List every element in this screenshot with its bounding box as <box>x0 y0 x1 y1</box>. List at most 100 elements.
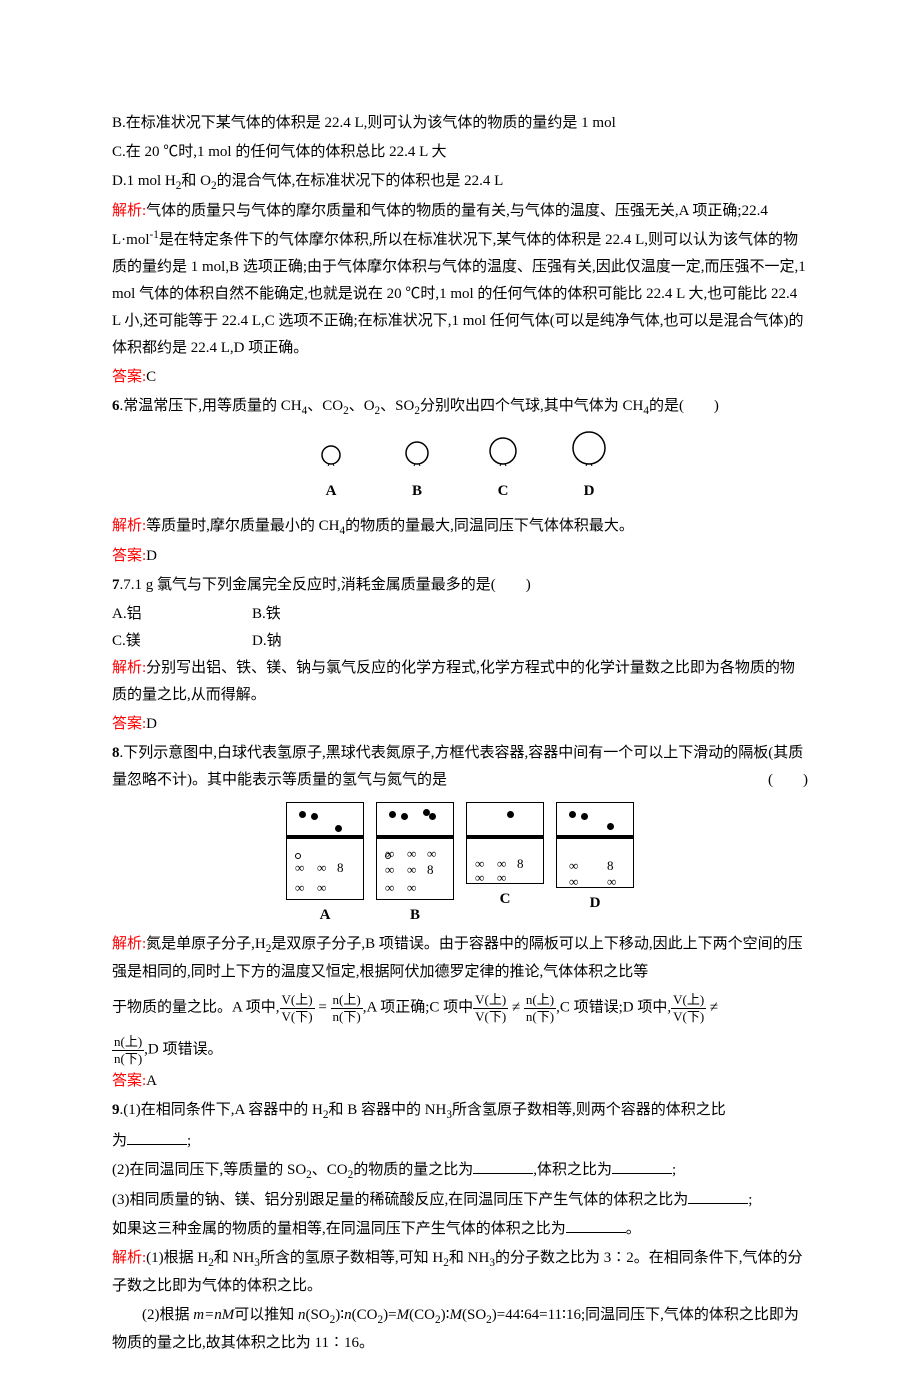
text: 于物质的量之比。A 项中, <box>112 1000 280 1016</box>
q5-option-c: C.在 20 ℃时,1 mol 的任何气体的体积总比 22.4 L 大 <box>112 139 808 166</box>
q9-3: (3)相同质量的钠、镁、铝分别跟足量的稀硫酸反应,在同温同压下产生气体的体积之比… <box>112 1187 808 1214</box>
text: ,D 项错误。 <box>144 1042 222 1058</box>
text: ; <box>187 1133 191 1149</box>
text: 和 NH <box>214 1250 254 1266</box>
text: 等质量时,摩尔质量最小的 CH <box>146 518 339 534</box>
balloon-b: B <box>399 430 435 505</box>
text: 的物质的量最大,同温同压下气体体积最大。 <box>345 518 634 534</box>
text: (2)根据 <box>142 1307 193 1323</box>
question-number: 7 <box>112 577 120 593</box>
text: 。 <box>626 1221 641 1237</box>
balloon-a: A <box>313 430 349 505</box>
q5-explanation: 解析:气体的质量只与气体的摩尔质量和气体的物质的量有关,与气体的温度、压强无关,… <box>112 198 808 362</box>
q6-answer: 答案:D <box>112 543 808 570</box>
text: ,体积之比为 <box>533 1162 612 1178</box>
text: (SO <box>305 1307 329 1323</box>
q7: 7.7.1 g 氯气与下列金属完全反应时,消耗金属质量最多的是( ) <box>112 572 808 599</box>
q6: 6.常温常压下,用等质量的 CH4、CO2、O2、SO2分别吹出四个气球,其中气… <box>112 393 808 421</box>
fraction: n(上)n(下) <box>331 992 363 1024</box>
q8: 8.下列示意图中,白球代表氢原子,黑球代表氮原子,方框代表容器,容器中间有一个可… <box>112 740 808 794</box>
question-number: 6 <box>112 398 120 414</box>
q7-options-row1: A.铝 B.铁 <box>112 601 808 628</box>
q5-option-d: D.1 mol H2和 O2的混合气体,在标准状况下的体积也是 22.4 L <box>112 168 808 196</box>
italic: n <box>298 1307 306 1323</box>
text: 、CO <box>312 1162 348 1178</box>
text: ,C 项错误;D 项中, <box>556 1000 671 1016</box>
q7-option-b: B.铁 <box>252 601 392 628</box>
q5-answer: 答案:C <box>112 364 808 391</box>
container-a: ∞∞8∞∞A <box>286 802 364 929</box>
fraction: n(上)n(下) <box>524 992 556 1024</box>
text: 的是( ) <box>649 398 719 414</box>
q9-explanation-2: (2)根据 m=nM可以推知 n(SO2)∶n(CO2)=M(CO2)∶M(SO… <box>112 1302 808 1357</box>
fraction: V(上)V(下) <box>671 992 706 1024</box>
answer-value: A <box>146 1073 157 1089</box>
text: )∶ <box>335 1307 344 1323</box>
text: .(1)在相同条件下,A 容器中的 H <box>120 1102 323 1118</box>
q9-1: 9.(1)在相同条件下,A 容器中的 H2和 B 容器中的 NH3所含氢原子数相… <box>112 1097 808 1125</box>
q8-explanation-p3: n(上)n(下),D 项错误。 <box>112 1034 808 1066</box>
text: 所含氢原子数相等,则两个容器的体积之比 <box>452 1102 726 1118</box>
q5-option-b: B.在标准状况下某气体的体积是 22.4 L,则可认为该气体的物质的量约是 1 … <box>112 110 808 137</box>
blank <box>688 1189 748 1204</box>
container-c: ∞∞8∞∞C <box>466 802 544 929</box>
explanation-label: 解析: <box>112 203 146 219</box>
answer-label: 答案: <box>112 548 146 564</box>
text: D.1 mol H <box>112 173 176 189</box>
explanation-label: 解析: <box>112 660 146 676</box>
q7-option-d: D.钠 <box>252 628 392 655</box>
q6-explanation: 解析:等质量时,摩尔质量最小的 CH4的物质的量最大,同温同压下气体体积最大。 <box>112 513 808 541</box>
answer-label: 答案: <box>112 369 146 385</box>
superscript: -1 <box>150 229 159 241</box>
question-blank: ( ) <box>768 767 808 794</box>
fraction: V(上)V(下) <box>280 992 315 1024</box>
answer-value: D <box>146 548 157 564</box>
text: .下列示意图中,白球代表氢原子,黑球代表氮原子,方框代表容器,容器中间有一个可以… <box>112 745 803 788</box>
text: (1)根据 H <box>146 1250 208 1266</box>
question-number: 8 <box>112 745 120 761</box>
q9-2: (2)在同温同压下,等质量的 SO2、CO2的物质的量之比为,体积之比为; <box>112 1157 808 1185</box>
italic: M <box>397 1307 410 1323</box>
q8-explanation-p1: 解析:氮是单原子分子,H2是双原子分子,B 项错误。由于容器中的隔板可以上下移动… <box>112 931 808 986</box>
q8-answer: 答案:A <box>112 1068 808 1095</box>
text: )∶ <box>441 1307 450 1323</box>
balloon-c: C <box>485 430 521 505</box>
blank <box>127 1130 187 1145</box>
balloon-d: D <box>571 430 607 505</box>
text: 分别写出铝、铁、镁、钠与氯气反应的化学方程式,化学方程式中的化学计量数之比即为各… <box>112 660 795 703</box>
explanation-label: 解析: <box>112 936 146 952</box>
text: 和 NH <box>449 1250 489 1266</box>
fraction: n(上)n(下) <box>112 1034 144 1066</box>
balloon-diagram: A B C D <box>112 430 808 505</box>
q9-3b: 如果这三种金属的物质的量相等,在同温同压下产生气体的体积之比为。 <box>112 1216 808 1243</box>
italic: m=nM <box>193 1307 234 1323</box>
container-b: ∞∞∞∞∞8∞∞B <box>376 802 454 929</box>
explanation-label: 解析: <box>112 1250 146 1266</box>
text: 和 B 容器中的 NH <box>328 1102 446 1118</box>
text: 和 O <box>181 173 211 189</box>
q8-explanation-p2: 于物质的量之比。A 项中,V(上)V(下) = n(上)n(下),A 项正确;C… <box>112 992 808 1024</box>
text: (3)相同质量的钠、镁、铝分别跟足量的稀硫酸反应,在同温同压下产生气体的体积之比… <box>112 1192 688 1208</box>
answer-value: C <box>146 369 156 385</box>
q7-option-c: C.镁 <box>112 628 252 655</box>
text: ,A 项正确;C 项中 <box>363 1000 473 1016</box>
text: )= <box>383 1307 396 1323</box>
q7-options-row2: C.镁 D.钠 <box>112 628 808 655</box>
answer-value: D <box>146 716 157 732</box>
text: 的物质的量之比为 <box>353 1162 473 1178</box>
text: .7.1 g 氯气与下列金属完全反应时,消耗金属质量最多的是( ) <box>120 577 531 593</box>
answer-label: 答案: <box>112 1073 146 1089</box>
text: 、CO <box>307 398 343 414</box>
blank <box>473 1159 533 1174</box>
container-d: ∞8∞∞D <box>556 802 634 929</box>
q9-1b: 为; <box>112 1128 808 1155</box>
q7-explanation: 解析:分别写出铝、铁、镁、钠与氯气反应的化学方程式,化学方程式中的化学计量数之比… <box>112 655 808 709</box>
text: (SO <box>462 1307 486 1323</box>
blank <box>566 1218 626 1233</box>
explanation-label: 解析: <box>112 518 146 534</box>
q9-explanation-1: 解析:(1)根据 H2和 NH3所含的氢原子数相等,可知 H2和 NH3的分子数… <box>112 1245 808 1300</box>
fraction: V(上)V(下) <box>473 992 508 1024</box>
text: 、O <box>349 398 375 414</box>
text: ; <box>672 1162 676 1178</box>
answer-label: 答案: <box>112 716 146 732</box>
